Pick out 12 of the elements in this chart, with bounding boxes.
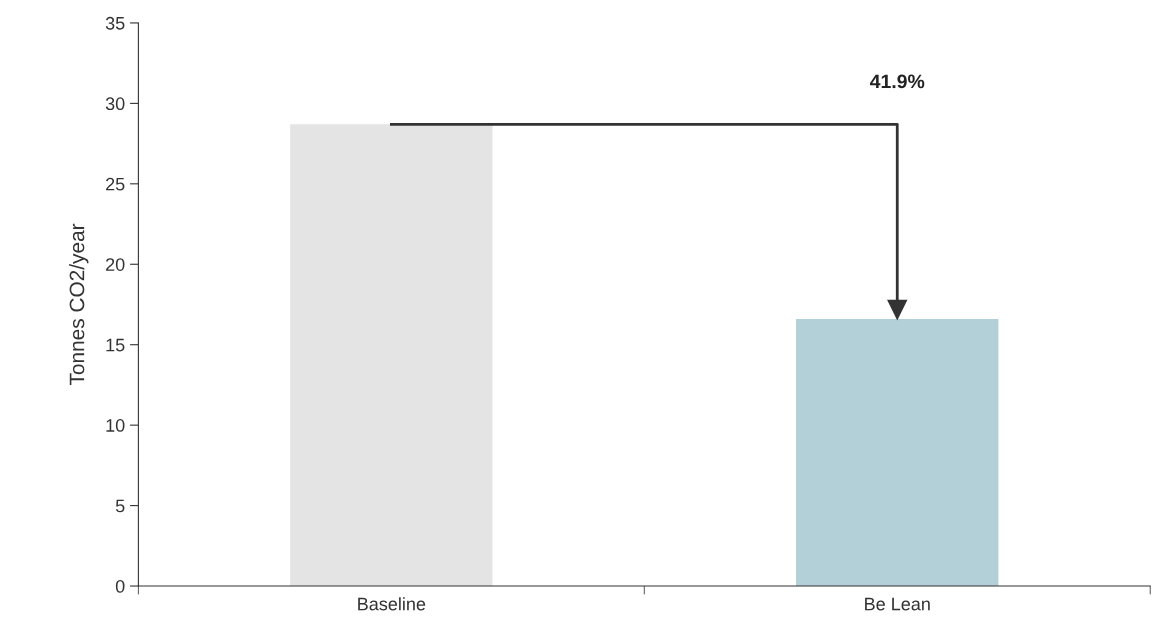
x-tick-label: Baseline [358,597,426,611]
y-tick-label: 20 [106,258,125,271]
y-tick-label: 0 [115,579,125,593]
y-tick-label: 10 [106,419,125,432]
y-tick-label: 35 [105,16,125,30]
annotation: 41.9% [869,74,925,89]
y-axis-title: Tonnes CO2/year [69,223,89,386]
y-tick-label: 30 [105,97,125,111]
y-tick-label: 5 [115,499,125,513]
x-tick-label: Be Lean [865,597,930,611]
y-tick-label: 15 [106,338,125,352]
y-tick-label: 25 [106,177,125,191]
